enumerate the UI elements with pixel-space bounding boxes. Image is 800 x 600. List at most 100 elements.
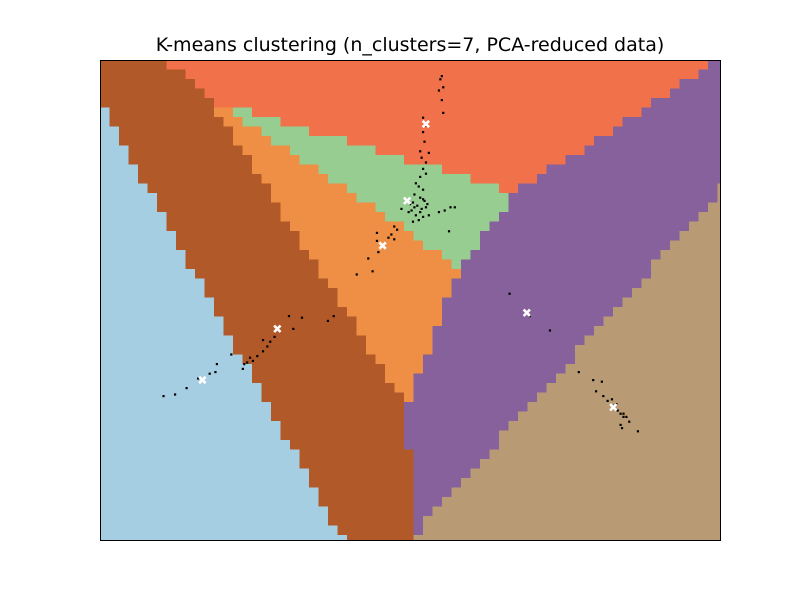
cluster-region-6 bbox=[442, 497, 721, 508]
cluster-region-6 bbox=[423, 516, 721, 527]
data-point bbox=[261, 350, 265, 353]
cluster-region-0 bbox=[100, 411, 272, 422]
data-point bbox=[423, 140, 426, 143]
cluster-region-1 bbox=[185, 259, 320, 270]
centroid-marker bbox=[421, 119, 430, 129]
cluster-region-0 bbox=[100, 174, 139, 185]
cluster-region-5 bbox=[508, 202, 709, 213]
cluster-region-0 bbox=[100, 525, 339, 536]
cluster-region-1 bbox=[347, 535, 415, 541]
centroid-marker bbox=[273, 324, 282, 333]
data-point bbox=[437, 211, 441, 214]
cluster-region-5 bbox=[413, 459, 481, 470]
cluster-region-6 bbox=[537, 392, 721, 403]
cluster-region-5 bbox=[432, 335, 586, 346]
data-point bbox=[230, 353, 233, 356]
data-point bbox=[548, 329, 552, 332]
cluster-region-2 bbox=[271, 183, 348, 194]
data-point bbox=[437, 89, 441, 92]
cluster-region-1 bbox=[252, 364, 386, 375]
cluster-region-2 bbox=[233, 136, 272, 147]
cluster-region-0 bbox=[100, 212, 168, 223]
data-point bbox=[442, 86, 445, 89]
data-point bbox=[427, 214, 430, 217]
cluster-region-5 bbox=[461, 259, 652, 270]
cluster-region-3 bbox=[214, 98, 652, 109]
cluster-region-1 bbox=[100, 60, 168, 71]
cluster-region-1 bbox=[242, 354, 377, 365]
data-point bbox=[616, 409, 619, 412]
data-point bbox=[300, 316, 304, 319]
data-point bbox=[424, 161, 428, 164]
cluster-region-0 bbox=[100, 155, 130, 166]
cluster-region-6 bbox=[575, 354, 721, 365]
cluster-region-0 bbox=[100, 430, 282, 441]
cluster-region-5 bbox=[442, 297, 624, 308]
cluster-region-2 bbox=[299, 240, 424, 251]
cluster-region-5 bbox=[651, 98, 721, 109]
cluster-region-0 bbox=[100, 497, 320, 508]
data-point bbox=[440, 75, 443, 78]
data-point bbox=[622, 415, 625, 418]
data-point bbox=[162, 395, 165, 398]
cluster-region-2 bbox=[252, 155, 301, 166]
data-point bbox=[393, 238, 396, 241]
cluster-region-0 bbox=[100, 136, 120, 147]
cluster-region-1 bbox=[204, 288, 339, 299]
cluster-region-1 bbox=[100, 79, 196, 90]
cluster-region-0 bbox=[100, 307, 215, 318]
cluster-region-6 bbox=[451, 487, 721, 498]
cluster-region-5 bbox=[413, 516, 424, 527]
data-point bbox=[197, 377, 200, 380]
cluster-region-2 bbox=[337, 288, 453, 299]
cluster-region-1 bbox=[109, 107, 215, 118]
cluster-region-5 bbox=[679, 79, 721, 90]
data-point bbox=[440, 99, 443, 102]
cluster-region-6 bbox=[556, 373, 721, 384]
cluster-region-2 bbox=[375, 354, 424, 365]
data-point bbox=[420, 207, 423, 210]
cluster-region-6 bbox=[499, 430, 721, 441]
cluster-region-1 bbox=[138, 174, 263, 185]
cluster-region-2 bbox=[356, 326, 434, 337]
cluster-region-6 bbox=[508, 421, 721, 432]
cluster-region-5 bbox=[404, 402, 529, 413]
cluster-region-6 bbox=[594, 326, 721, 337]
cluster-region-1 bbox=[185, 250, 310, 261]
cluster-region-6 bbox=[432, 506, 721, 517]
cluster-region-1 bbox=[119, 136, 234, 147]
cluster-region-2 bbox=[347, 307, 443, 318]
cluster-region-0 bbox=[100, 440, 291, 451]
cluster-region-6 bbox=[603, 316, 721, 327]
cluster-region-1 bbox=[100, 98, 215, 109]
cluster-region-5 bbox=[708, 60, 721, 71]
cluster-region-2 bbox=[404, 392, 415, 403]
cluster-region-4 bbox=[451, 259, 462, 270]
cluster-region-6 bbox=[717, 193, 721, 204]
cluster-region-2 bbox=[299, 231, 415, 242]
data-point bbox=[375, 231, 379, 234]
cluster-region-1 bbox=[204, 278, 329, 289]
cluster-region-0 bbox=[100, 202, 158, 213]
cluster-region-6 bbox=[413, 535, 721, 541]
cluster-region-0 bbox=[100, 354, 244, 365]
cluster-region-1 bbox=[233, 335, 367, 346]
data-point bbox=[419, 196, 422, 199]
cluster-region-0 bbox=[100, 345, 234, 356]
cluster-region-1 bbox=[100, 88, 206, 99]
cluster-region-0 bbox=[100, 107, 111, 118]
cluster-region-5 bbox=[413, 468, 472, 479]
cluster-region-2 bbox=[318, 259, 453, 270]
cluster-region-1 bbox=[309, 478, 415, 489]
data-point bbox=[261, 339, 265, 342]
cluster-region-5 bbox=[413, 478, 462, 489]
cluster-region-5 bbox=[432, 345, 576, 356]
data-point bbox=[411, 201, 415, 204]
data-point bbox=[619, 412, 622, 415]
cluster-region-4 bbox=[318, 164, 443, 175]
cluster-region-3 bbox=[252, 107, 643, 118]
cluster-region-1 bbox=[271, 402, 405, 413]
data-point bbox=[396, 228, 399, 231]
cluster-region-1 bbox=[223, 326, 358, 337]
cluster-region-1 bbox=[318, 487, 415, 498]
